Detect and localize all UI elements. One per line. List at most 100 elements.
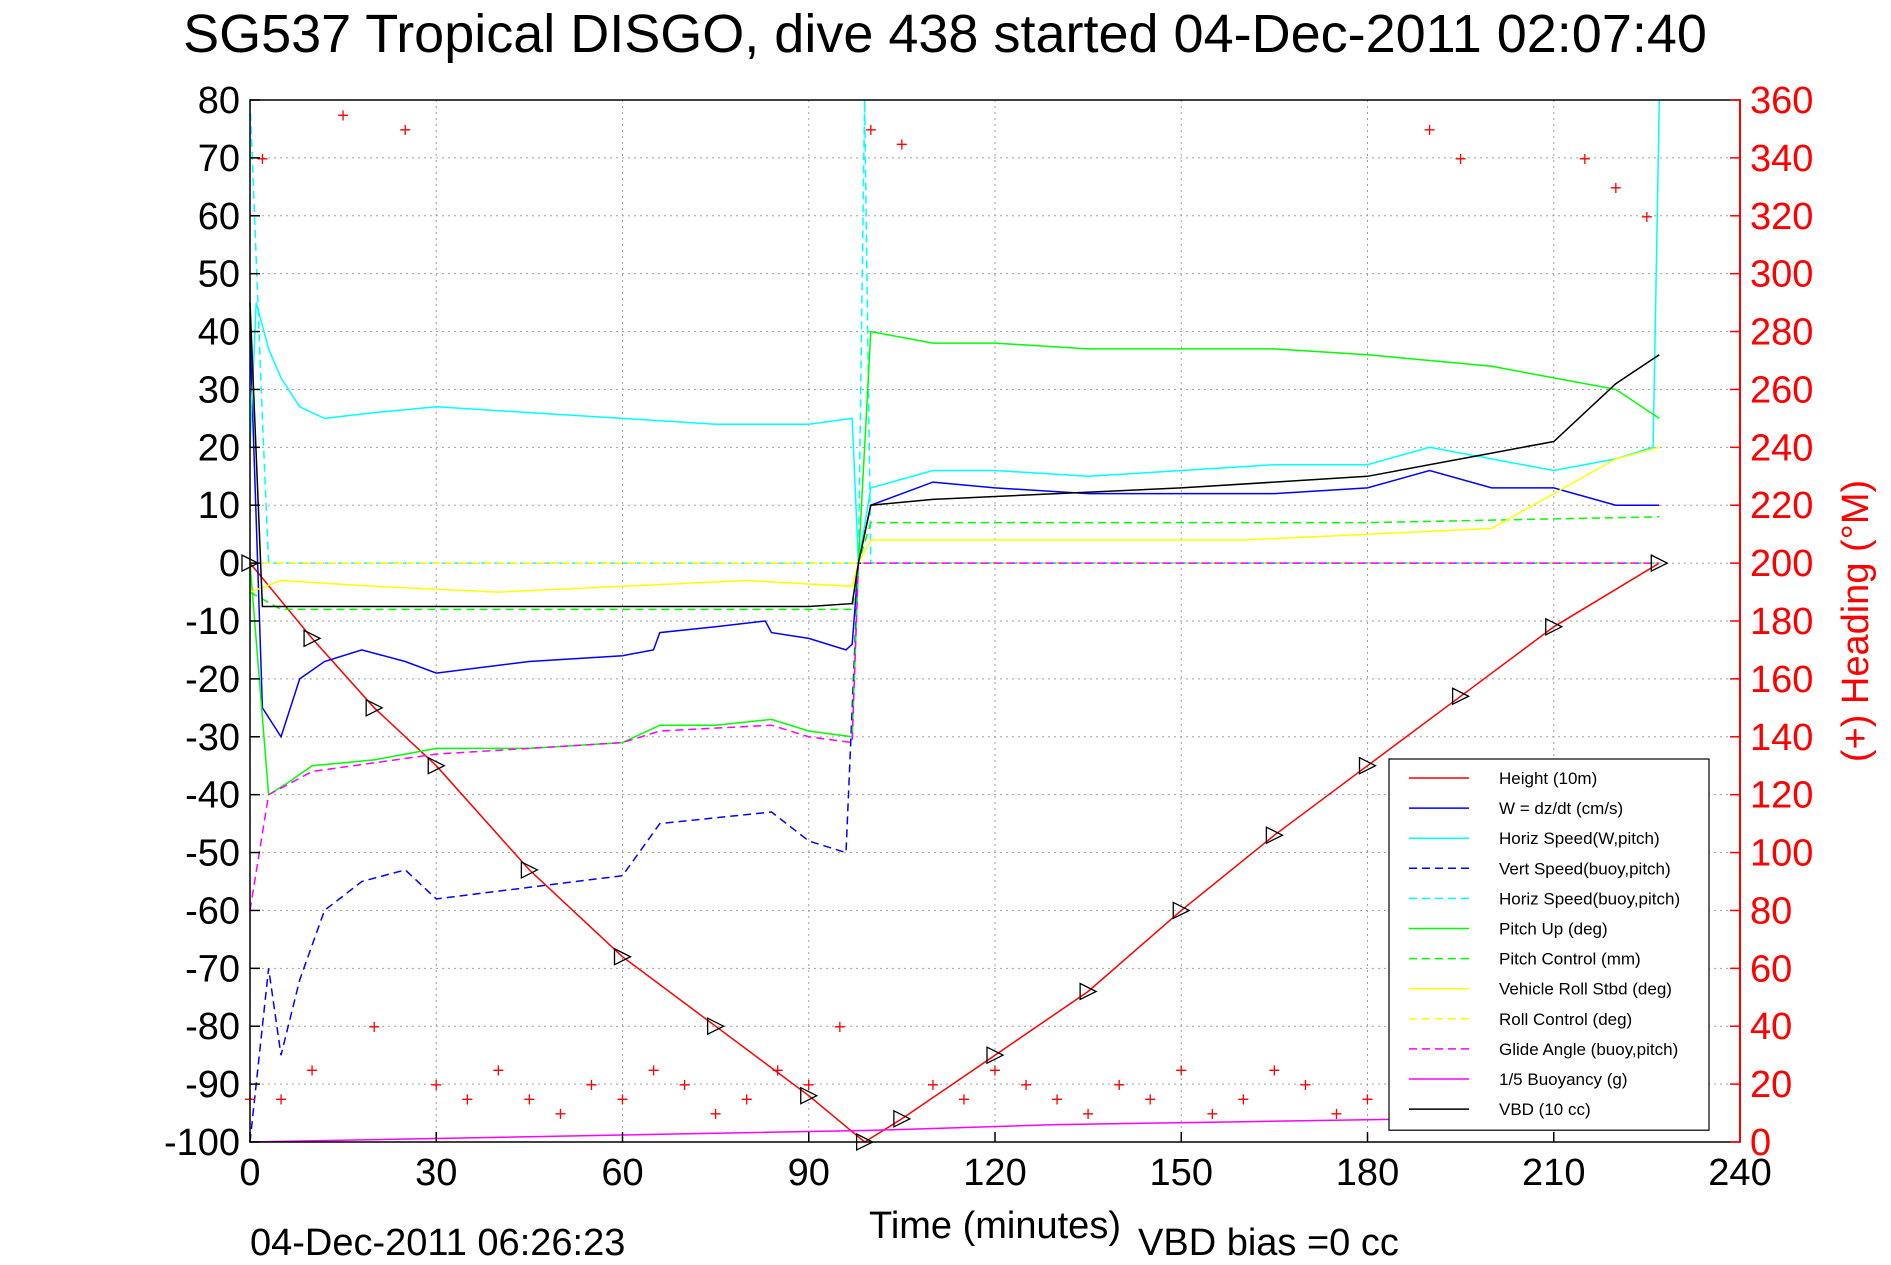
height-marker	[893, 1109, 912, 1128]
x-axis-label: Time (minutes)	[869, 1205, 1121, 1247]
legend-label: Vehicle Roll Stbd (deg)	[1499, 980, 1672, 999]
heading-point: +	[336, 105, 349, 124]
heading-point: +	[740, 1090, 753, 1109]
heading-point: +	[833, 1017, 846, 1036]
heading-point: +	[1112, 1075, 1125, 1094]
heading-point: +	[1206, 1104, 1219, 1123]
legend-label: Glide Angle (buoy,pitch)	[1499, 1040, 1678, 1059]
heading-point: +	[1330, 1104, 1343, 1123]
heading-point: +	[1361, 1090, 1374, 1109]
height-marker	[800, 1086, 819, 1105]
y2-tick-label: 20	[1750, 1064, 1792, 1106]
y2-tick-label: 40	[1750, 1006, 1792, 1048]
x-tick-label: 30	[415, 1152, 457, 1194]
y-tick-label: 40	[198, 312, 240, 354]
series-line-8	[249, 446, 1660, 593]
y-tick-label: 70	[198, 138, 240, 180]
heading-point: +	[430, 1075, 443, 1094]
y-tick-label: -20	[185, 659, 240, 701]
series-line-6	[249, 330, 1660, 796]
height-marker	[1172, 901, 1191, 920]
x-tick-label: 150	[1150, 1152, 1213, 1194]
legend-label: Roll Control (deg)	[1499, 1010, 1632, 1029]
y-tick-label: -30	[185, 717, 240, 759]
y2-tick-label: 80	[1750, 890, 1792, 932]
y2-tick-label: 240	[1750, 427, 1813, 469]
heading-point: +	[1050, 1090, 1063, 1109]
legend-label: Vert Speed(buoy,pitch)	[1499, 859, 1671, 878]
height-marker	[613, 947, 632, 966]
heading-point: +	[305, 1061, 318, 1080]
legend-label: VBD (10 cc)	[1499, 1100, 1591, 1119]
y2-tick-label: 200	[1750, 543, 1813, 585]
height-marker	[427, 756, 446, 775]
x-tick-label: 210	[1522, 1152, 1585, 1194]
height-marker	[706, 1017, 726, 1036]
height-marker	[1265, 826, 1284, 845]
y2-tick-label: 0	[1750, 1122, 1771, 1164]
heading-point: +	[771, 1061, 784, 1080]
y-tick-label: -90	[185, 1064, 240, 1106]
x-tick-label: 0	[239, 1152, 260, 1194]
y-tick-label: 30	[198, 369, 240, 411]
y2-tick-label: 300	[1750, 254, 1813, 296]
heading-point: +	[864, 120, 877, 139]
y2-tick-label: 120	[1750, 775, 1813, 817]
heading-point: +	[647, 1061, 660, 1080]
y-tick-label: -50	[185, 833, 240, 875]
legend-label: Pitch Control (mm)	[1499, 950, 1641, 969]
series-line-2	[249, 331, 1660, 739]
legend-label: 1/5 Buoyancy (g)	[1499, 1070, 1628, 1089]
y-tick-label: 20	[198, 427, 240, 469]
axes: 0 30 60 90 120 150 180 210 24080706050403020100-…	[164, 80, 1813, 1194]
legend-label: Pitch Up (deg)	[1499, 920, 1608, 939]
y-tick-label: 80	[198, 80, 240, 122]
heading-point: +	[678, 1075, 691, 1094]
x-tick-label: 180	[1336, 1152, 1399, 1194]
heading-point: +	[1237, 1090, 1250, 1109]
heading-point: +	[1578, 149, 1591, 168]
y2-tick-label: 60	[1750, 948, 1792, 990]
plot-timestamp: 04-Dec-2011 06:26:23	[250, 1222, 626, 1264]
heading-point: +	[1454, 149, 1467, 168]
heading-point: +	[492, 1061, 505, 1080]
height-marker	[520, 860, 539, 879]
y-tick-label: -100	[164, 1122, 240, 1164]
y-tick-label: 50	[198, 254, 240, 296]
y-tick-label: -60	[185, 890, 240, 932]
y2-tick-label: 180	[1750, 601, 1813, 643]
y-tick-label: -70	[185, 948, 240, 990]
height-triangle-markers	[241, 554, 1669, 1152]
height-marker	[986, 1046, 1005, 1065]
heading-point: +	[709, 1104, 722, 1123]
heading-point: +	[988, 1061, 1001, 1080]
heading-point: +	[1144, 1090, 1157, 1109]
legend: Height (10m) W = dz/dt (cm/s) Horiz Speed(…	[1388, 758, 1710, 1131]
y2-tick-label: 360	[1750, 80, 1813, 122]
heading-point: +	[274, 1090, 287, 1109]
heading-point: +	[1609, 178, 1622, 197]
heading-point: +	[1299, 1075, 1312, 1094]
y2-tick-label: 260	[1750, 369, 1813, 411]
vbd-bias-label: VBD bias =0 cc	[1138, 1222, 1399, 1264]
chart-title: SG537 Tropical DISGO, dive 438 started 0…	[183, 4, 1707, 64]
y-tick-label: 10	[198, 485, 240, 527]
heading-point: +	[399, 120, 412, 139]
heading-point: +	[1423, 120, 1436, 139]
y2-tick-label: 220	[1750, 485, 1813, 527]
x-tick-label: 60	[601, 1152, 643, 1194]
series-line-10	[249, 562, 1660, 911]
x-tick-label: 240	[1708, 1152, 1771, 1194]
y2-axis-label: (+) Heading (°M)	[1835, 480, 1877, 762]
y2-tick-label: 320	[1750, 196, 1813, 238]
heading-point: +	[461, 1090, 474, 1109]
x-tick-label: 90	[788, 1152, 830, 1194]
y2-tick-label: 280	[1750, 312, 1813, 354]
height-marker	[365, 698, 384, 717]
series-line-5	[249, 99, 1660, 564]
legend-box	[1388, 758, 1710, 1131]
y2-tick-label: 100	[1750, 833, 1813, 875]
heading-point: +	[1019, 1075, 1032, 1094]
heading-point: +	[802, 1075, 815, 1094]
